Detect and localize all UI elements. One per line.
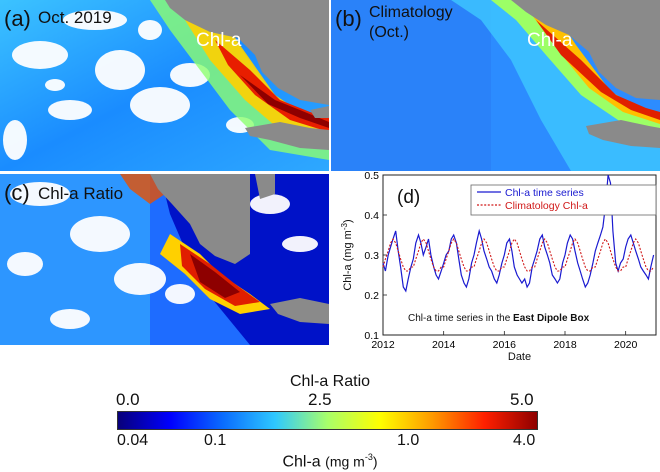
y-axis-label-close: ) xyxy=(342,219,354,223)
colorbar-top-title: Chl-a Ratio xyxy=(289,373,371,390)
y-tick-label: 0.4 xyxy=(364,210,379,222)
y-tick-label: 0.5 xyxy=(364,170,379,182)
colorbar-top-tick-0: 0.0 xyxy=(116,390,140,409)
legend-label-series-1: Climatology Chl-a xyxy=(505,200,588,212)
panel-b-chl-label: Chl-a xyxy=(527,30,573,51)
colorbar-bottom-units-exp: -3 xyxy=(364,452,373,462)
x-tick-label: 2012 xyxy=(371,339,395,351)
chart-legend: Chl-a time series Climatology Chl-a xyxy=(470,184,657,216)
chl-a-ratio-map xyxy=(0,174,329,345)
y-tick-label: 0.3 xyxy=(364,250,379,262)
panel-a-letter: (a) xyxy=(4,6,31,31)
colorbar-bottom-title: Chl-a (mg m-3) xyxy=(0,452,660,471)
colorbar-bottom-units-close: ) xyxy=(372,453,378,470)
colorbar-bottom-tick-1: 0.1 xyxy=(204,432,227,449)
chl-a-map-oct-2019 xyxy=(0,0,329,171)
x-tick-label: 2020 xyxy=(614,339,638,351)
panel-b-title-line2: (Oct.) xyxy=(369,24,409,41)
legend-box xyxy=(470,184,657,216)
colorbar-top-tick-2: 5.0 xyxy=(510,390,534,409)
legend-label-series-0: Chl-a time series xyxy=(505,187,584,199)
chart-panel-d: 0.1 0.2 0.3 0.4 0.5 2012 2014 2016 2018 2020 (d)… xyxy=(331,163,660,368)
colorbar-bottom-tick-0: 0.04 xyxy=(117,432,149,449)
annotation-bold: East Dipole Box xyxy=(513,313,590,324)
panel-c-title: Chl-a Ratio xyxy=(38,184,124,203)
map-panel-b: (b) Climatology (Oct.) Chl-a xyxy=(331,0,660,171)
x-tick-label: 2016 xyxy=(493,339,517,351)
chl-a-time-series-chart: 0.1 0.2 0.3 0.4 0.5 2012 2014 2016 2018 2020 (d)… xyxy=(340,170,657,363)
colorbar-bottom-title-main: Chl-a xyxy=(282,453,321,471)
y-axis-label-main: Chl-a (mg m xyxy=(342,230,354,291)
panel-a-chl-label: Chl-a xyxy=(196,30,242,51)
x-tick-label: 2014 xyxy=(432,339,456,351)
colorbar-bottom-units: (mg m xyxy=(325,453,365,470)
map-panel-c: (c) Chl-a Ratio xyxy=(0,174,329,345)
series-line-0 xyxy=(382,174,655,293)
panel-b-title-line1: Climatology xyxy=(369,4,453,21)
y-axis-label-exp: -3 xyxy=(340,222,349,230)
colorbar-bottom-tick-2: 1.0 xyxy=(397,432,420,449)
y-tick-label: 0.1 xyxy=(364,330,379,342)
x-axis-label: Date xyxy=(508,351,531,363)
colorbar-gradient xyxy=(117,411,538,430)
x-tick-label: 2018 xyxy=(553,339,577,351)
panel-b-letter: (b) xyxy=(335,6,362,31)
y-tick-label: 0.2 xyxy=(364,290,379,302)
panel-c-letter: (c) xyxy=(4,180,30,205)
panel-d-letter: (d) xyxy=(397,187,420,208)
colorbar-top-tick-1: 2.5 xyxy=(308,390,332,409)
annotation-prefix: Chl-a time series in the xyxy=(408,313,513,324)
chart-annotation: Chl-a time series in the East Dipole Box xyxy=(408,313,590,324)
panel-a-title: Oct. 2019 xyxy=(38,8,112,27)
chl-a-map-climatology xyxy=(331,0,660,171)
map-panel-a: (a) Oct. 2019 Chl-a xyxy=(0,0,329,171)
y-axis-label: Chl-a (mg m-3) xyxy=(340,219,354,290)
colorbar-bottom-tick-3: 4.0 xyxy=(513,432,536,449)
series-line-1 xyxy=(382,237,655,272)
